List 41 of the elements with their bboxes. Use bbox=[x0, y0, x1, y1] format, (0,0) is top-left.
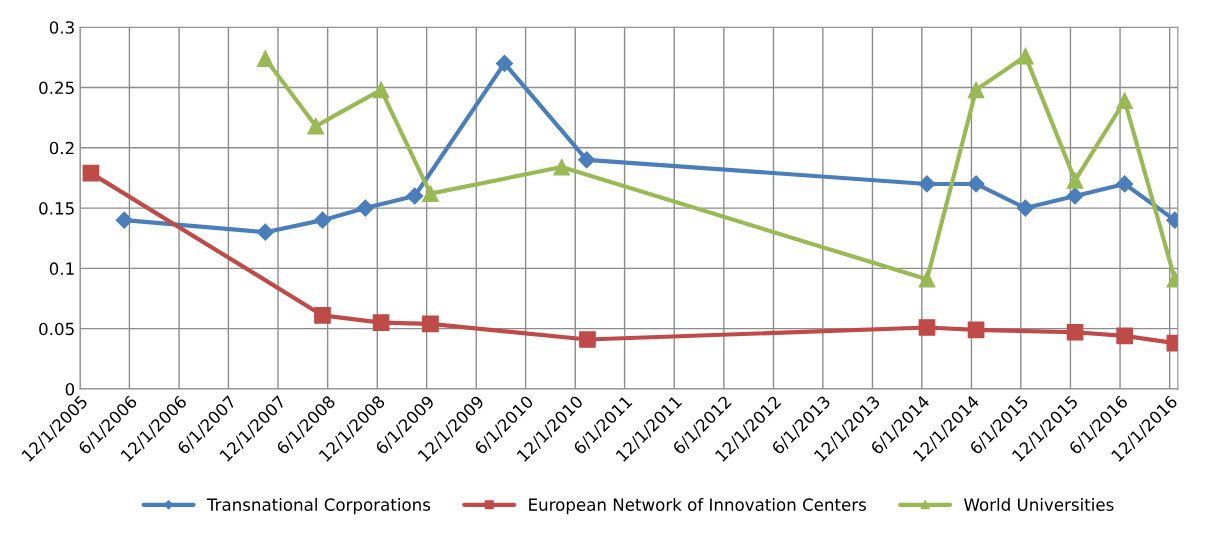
y-tick-label: 0.2 bbox=[49, 141, 74, 155]
point bbox=[553, 158, 571, 176]
point bbox=[495, 54, 514, 72]
y-tick-label: 0.15 bbox=[39, 202, 74, 215]
point bbox=[422, 315, 439, 333]
point bbox=[256, 223, 274, 241]
y-tick-label: 0.1 bbox=[49, 262, 74, 275]
point bbox=[115, 211, 133, 229]
point bbox=[82, 164, 100, 182]
point bbox=[579, 331, 596, 348]
point bbox=[313, 211, 332, 229]
point bbox=[314, 307, 331, 324]
y-tick-label: 0.05 bbox=[39, 322, 74, 336]
legend-label: World Universities bbox=[964, 498, 1114, 511]
point bbox=[307, 117, 325, 135]
point bbox=[406, 187, 424, 205]
point bbox=[1017, 47, 1034, 65]
y-tick-label: 0.3 bbox=[49, 21, 74, 34]
legend-label: Transnational Corporations bbox=[206, 498, 431, 515]
point bbox=[578, 151, 596, 169]
point bbox=[372, 314, 390, 331]
point bbox=[967, 81, 985, 99]
point bbox=[356, 199, 374, 217]
point bbox=[372, 81, 390, 99]
point bbox=[1066, 187, 1084, 205]
point bbox=[918, 175, 936, 193]
point bbox=[1116, 92, 1134, 110]
y-tick-label: 0.25 bbox=[39, 81, 74, 95]
point bbox=[967, 321, 985, 339]
point bbox=[1066, 172, 1084, 189]
point bbox=[256, 50, 274, 67]
point bbox=[918, 319, 936, 336]
point bbox=[422, 185, 439, 202]
point bbox=[967, 175, 985, 193]
point bbox=[1066, 323, 1084, 341]
point bbox=[1116, 327, 1134, 345]
y-tick-label: 0 bbox=[65, 382, 75, 396]
legend-label: European Network of Innovation Centers bbox=[529, 498, 866, 515]
point bbox=[1116, 175, 1134, 193]
point bbox=[1016, 199, 1034, 217]
point bbox=[918, 270, 936, 288]
